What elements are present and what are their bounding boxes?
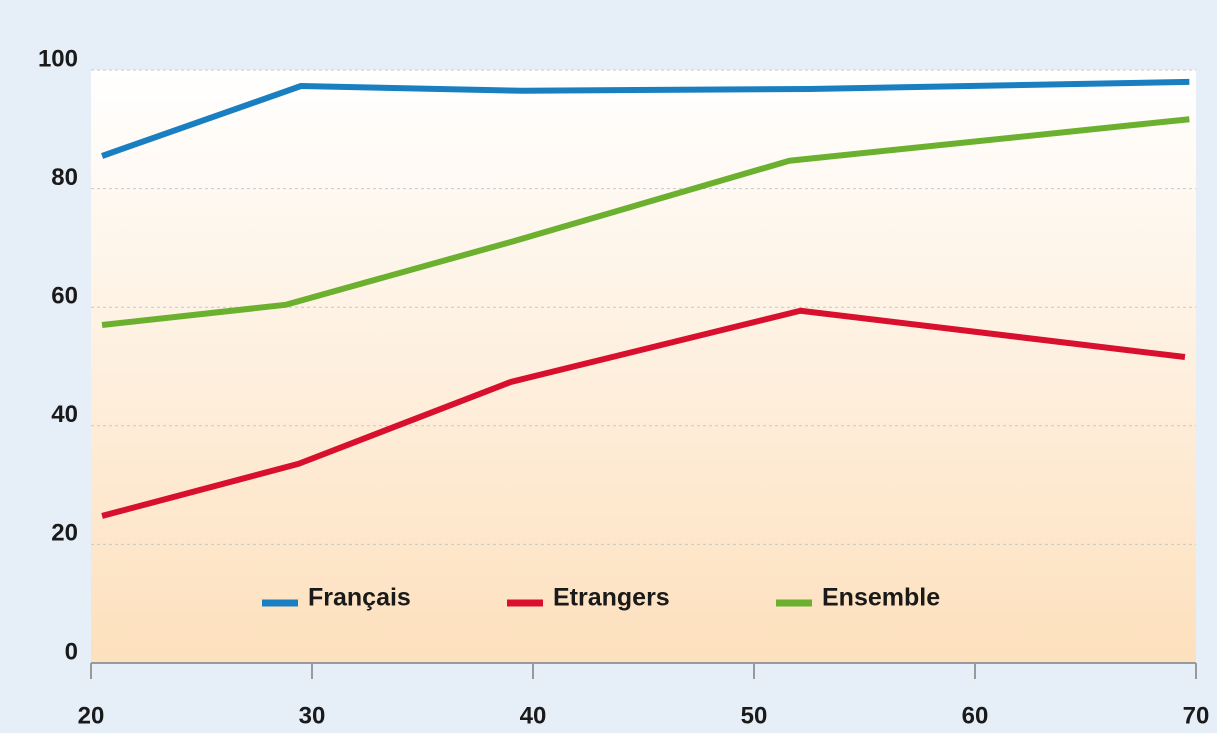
x-tick-label: 40 — [520, 702, 547, 729]
x-tick-label: 20 — [78, 702, 105, 729]
y-tick-label: 60 — [51, 283, 78, 310]
x-tick-label: 50 — [741, 702, 768, 729]
series-line — [101, 307, 1186, 519]
x-tick-label: 60 — [962, 702, 989, 729]
y-tick-label: 100 — [38, 45, 78, 72]
y-tick-label: 0 — [65, 638, 78, 665]
series-line — [101, 116, 1190, 328]
x-tick-label: 70 — [1183, 702, 1210, 729]
x-tick-label: 30 — [299, 702, 326, 729]
legend: Français Etrangers Ensemble — [262, 584, 940, 612]
series-line — [101, 78, 1190, 159]
legend-label: Français — [308, 584, 411, 612]
legend-label: Etrangers — [553, 584, 670, 612]
y-tick-label: 80 — [51, 164, 78, 191]
legend-label: Ensemble — [822, 584, 940, 612]
y-tick-label: 20 — [51, 520, 78, 547]
y-tick-label: 40 — [51, 401, 78, 428]
plot-area — [91, 70, 1196, 663]
